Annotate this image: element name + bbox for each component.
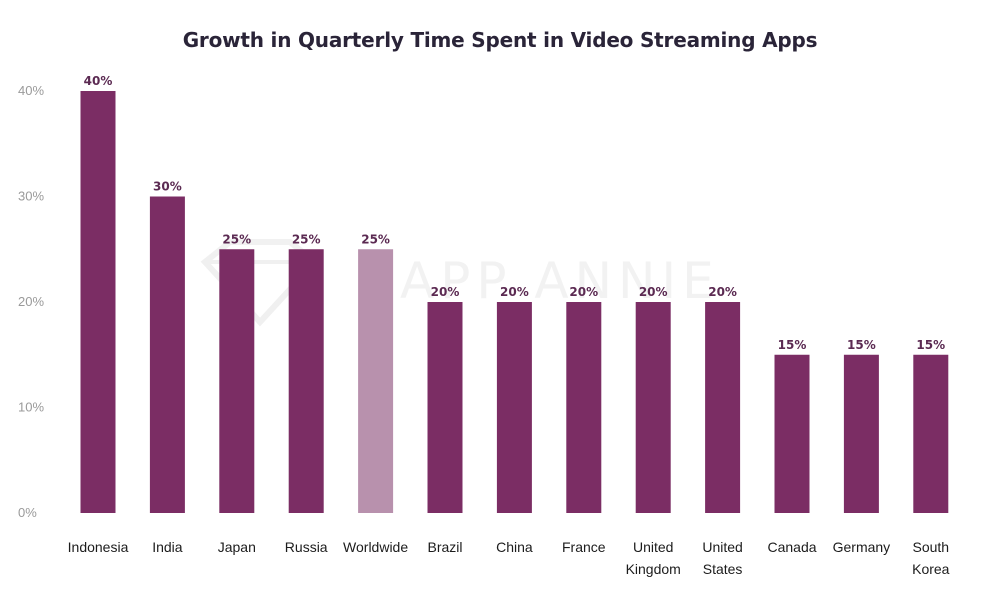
category-label: United Kingdom — [626, 539, 681, 577]
bar — [496, 302, 532, 513]
data-label: 40% — [84, 74, 113, 88]
bar — [427, 302, 463, 513]
category-label: South Korea — [912, 539, 950, 577]
bar — [705, 302, 741, 513]
bars — [80, 91, 949, 513]
y-tick-label: 0% — [18, 505, 37, 520]
bar — [913, 354, 949, 513]
bar — [80, 91, 116, 513]
category-label: Canada — [767, 539, 816, 555]
category-label: Japan — [218, 539, 256, 555]
data-label: 25% — [292, 232, 321, 246]
data-label: 20% — [431, 285, 460, 299]
bar — [219, 249, 255, 513]
data-label: 20% — [500, 285, 529, 299]
data-label: 15% — [847, 338, 876, 352]
data-label: 20% — [569, 285, 598, 299]
category-label-line: Canada — [767, 539, 816, 555]
category-label-line: Russia — [285, 539, 328, 555]
bar — [288, 249, 324, 513]
data-label: 15% — [778, 338, 807, 352]
category-label-line: States — [703, 561, 743, 577]
category-label-line: United — [633, 539, 673, 555]
category-label: Indonesia — [68, 539, 129, 555]
data-label: 30% — [153, 180, 182, 194]
bar — [566, 302, 602, 513]
data-label: 20% — [708, 285, 737, 299]
category-label: India — [152, 539, 183, 555]
y-tick-label: 30% — [18, 189, 44, 204]
bar — [843, 354, 879, 513]
category-label-line: South — [913, 539, 950, 555]
category-label: China — [496, 539, 533, 555]
category-label-line: Japan — [218, 539, 256, 555]
bar — [358, 249, 394, 513]
category-label: Russia — [285, 539, 328, 555]
category-label-line: China — [496, 539, 533, 555]
category-label-line: Korea — [912, 561, 950, 577]
category-label-line: United — [702, 539, 742, 555]
data-label: 15% — [916, 338, 945, 352]
data-label: 20% — [639, 285, 668, 299]
data-label: 25% — [222, 232, 251, 246]
category-label-line: Brazil — [427, 539, 462, 555]
bar — [774, 354, 810, 513]
category-label: France — [562, 539, 606, 555]
category-label-line: India — [152, 539, 183, 555]
data-labels: 40% 30% 25% 25% 25% 20% 20% 20% 20% 20% 15% 15% 15% — [84, 74, 946, 352]
category-label: Germany — [833, 539, 891, 555]
category-label-line: Germany — [833, 539, 891, 555]
x-axis: Indonesia India Japan Russia Worldwide Brazil… — [68, 539, 950, 577]
category-label-line: Worldwide — [343, 539, 408, 555]
bar — [149, 196, 185, 513]
category-label: Brazil — [427, 539, 462, 555]
data-label: 25% — [361, 232, 390, 246]
category-label-line: Indonesia — [68, 539, 129, 555]
chart-title: Growth in Quarterly Time Spent in Video … — [182, 28, 818, 52]
y-tick-label: 40% — [18, 83, 44, 98]
category-label-line: Kingdom — [626, 561, 681, 577]
category-label: Worldwide — [343, 539, 408, 555]
category-label-line: France — [562, 539, 606, 555]
watermark: APP ANNIE — [200, 239, 720, 327]
y-axis: 0% 10% 20% 30% 40% — [18, 83, 44, 520]
y-tick-label: 20% — [18, 294, 44, 309]
watermark-text: APP ANNIE — [400, 252, 720, 310]
y-tick-label: 10% — [18, 400, 44, 415]
category-label: United States — [702, 539, 742, 577]
bar — [635, 302, 671, 513]
